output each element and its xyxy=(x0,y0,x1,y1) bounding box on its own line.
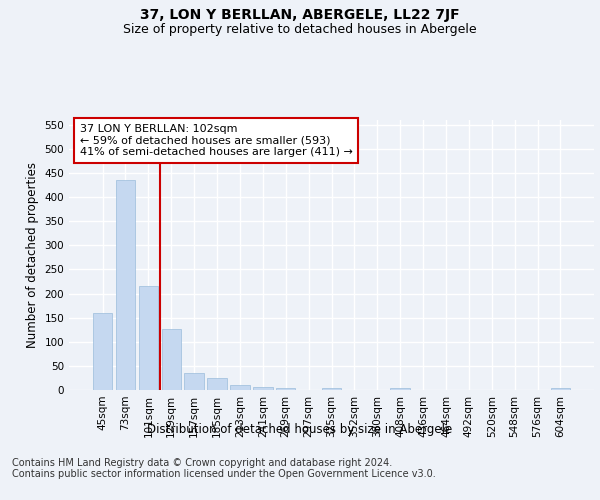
Text: Size of property relative to detached houses in Abergele: Size of property relative to detached ho… xyxy=(123,22,477,36)
Bar xyxy=(230,384,250,390)
Bar xyxy=(116,180,135,390)
Text: 37 LON Y BERLLAN: 102sqm
← 59% of detached houses are smaller (593)
41% of semi-: 37 LON Y BERLLAN: 102sqm ← 59% of detach… xyxy=(79,124,352,157)
Y-axis label: Number of detached properties: Number of detached properties xyxy=(26,162,39,348)
Bar xyxy=(208,378,227,390)
Bar xyxy=(322,388,341,390)
Text: Contains HM Land Registry data © Crown copyright and database right 2024.
Contai: Contains HM Land Registry data © Crown c… xyxy=(12,458,436,479)
Bar xyxy=(551,388,570,390)
Bar xyxy=(276,388,295,390)
Bar xyxy=(93,313,112,390)
Bar xyxy=(139,286,158,390)
Text: 37, LON Y BERLLAN, ABERGELE, LL22 7JF: 37, LON Y BERLLAN, ABERGELE, LL22 7JF xyxy=(140,8,460,22)
Bar xyxy=(391,388,410,390)
Bar xyxy=(253,387,272,390)
Bar xyxy=(184,373,204,390)
Bar xyxy=(161,329,181,390)
Text: Distribution of detached houses by size in Abergele: Distribution of detached houses by size … xyxy=(148,422,452,436)
